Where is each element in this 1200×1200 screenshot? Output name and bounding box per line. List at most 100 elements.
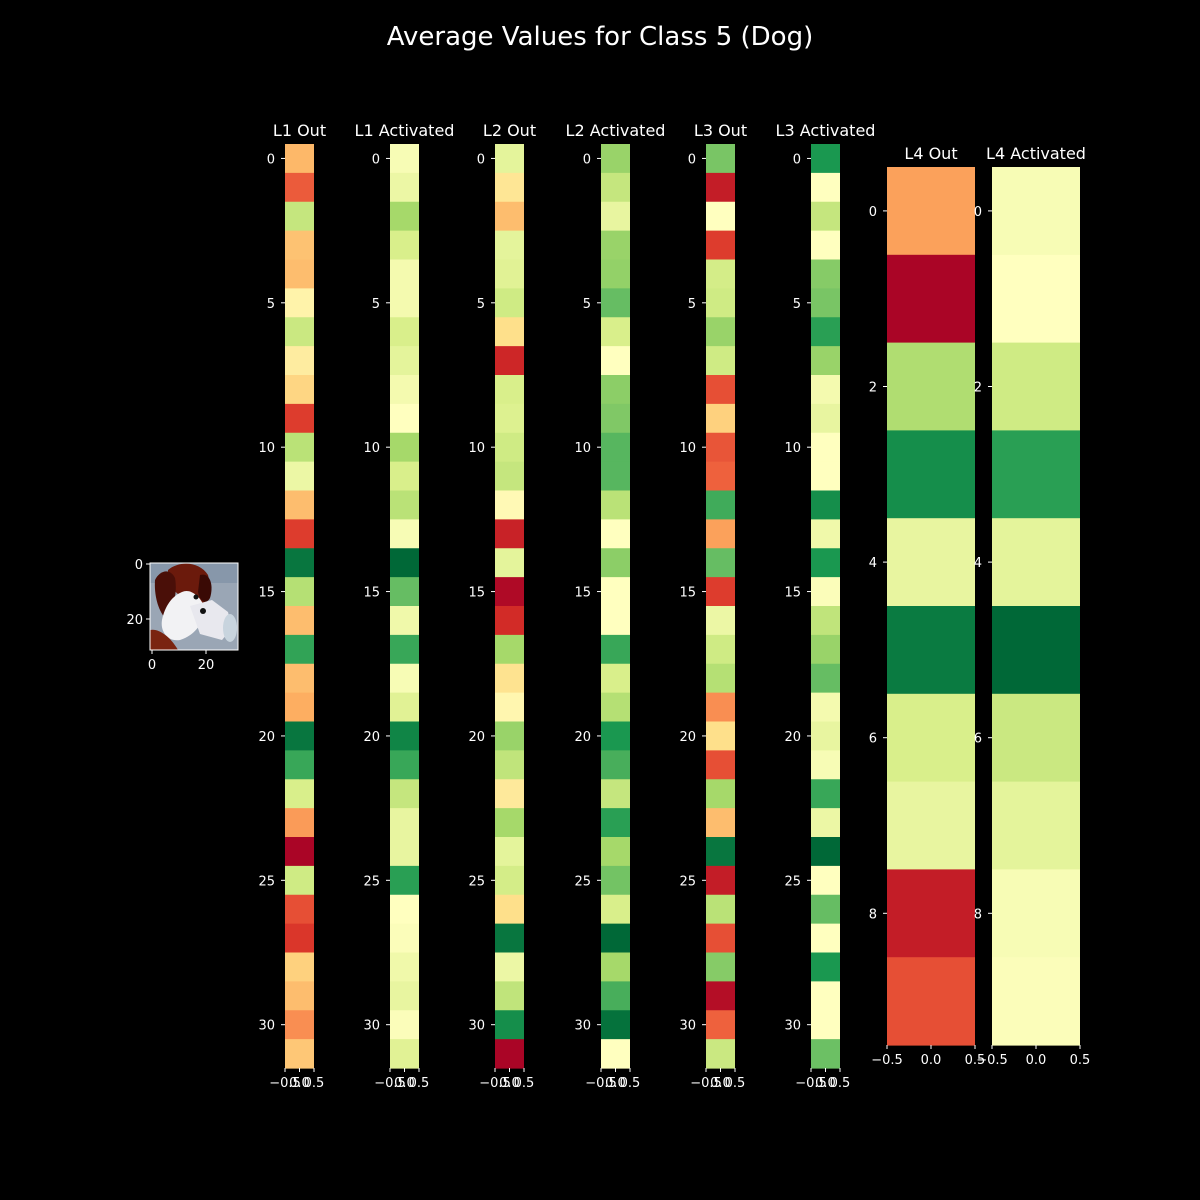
x-tick-label: 0.0: [921, 1053, 942, 1068]
y-tick-label: 30: [574, 1019, 591, 1034]
heatmap-cell: [390, 721, 419, 751]
heatmap-cell: [285, 721, 314, 751]
heatmap-cell: [992, 869, 1080, 958]
heatmap-cell: [285, 808, 314, 838]
heatmap-cell: [285, 230, 314, 261]
heatmap-cell: [601, 1039, 630, 1069]
heatmap-cell: [285, 548, 314, 578]
input-image-frame: [149, 562, 239, 651]
heatmap-cell: [601, 403, 630, 434]
heatmap-cell: [390, 779, 419, 809]
heatmap-cell: [887, 781, 975, 870]
heatmap-cell: [285, 1039, 314, 1069]
heatmap-cell: [390, 432, 419, 463]
heatmap-cell: [390, 490, 419, 520]
heatmap-cell: [495, 865, 524, 896]
panel-title: L2 Out: [483, 121, 536, 140]
heatmap-cell: [285, 346, 314, 376]
y-tick-label: 25: [679, 874, 696, 889]
heatmap-cell: [390, 981, 419, 1011]
heatmap-cell: [495, 172, 524, 203]
y-tick-label: 30: [258, 1019, 275, 1034]
y-tick-label: 2: [869, 381, 877, 396]
heatmap-cell: [285, 837, 314, 867]
heatmap-cell: [811, 548, 840, 578]
y-tick-label: 20: [363, 730, 380, 745]
x-tick-label: −0.5: [976, 1053, 1008, 1068]
heatmap-cell: [887, 254, 975, 344]
heatmap-cell: [285, 894, 314, 925]
heatmap-cell: [495, 808, 524, 838]
heatmap-cell: [285, 461, 314, 492]
heatmap-cell: [887, 518, 975, 607]
heatmap-cell: [811, 894, 840, 925]
y-tick-label: 8: [974, 907, 982, 922]
x-tick-label: 0.5: [514, 1076, 535, 1091]
heatmap-cell: [495, 923, 524, 954]
heatmap-cell: [390, 403, 419, 434]
heatmap-cell: [601, 230, 630, 261]
heatmap-panel: L2 Out 0 5 10 15 20 25 30 −0.50.00.5: [468, 121, 536, 1091]
heatmap-cell: [495, 981, 524, 1011]
heatmap-cell: [495, 1010, 524, 1040]
heatmap-cell: [811, 144, 840, 174]
y-tick-label: 15: [574, 586, 591, 601]
heatmap-cell: [495, 1039, 524, 1069]
heatmap-cell: [601, 894, 630, 925]
heatmap-cell: [390, 894, 419, 925]
heatmap-cell: [390, 865, 419, 896]
y-tick-label: 15: [679, 586, 696, 601]
heatmap-cell: [495, 144, 524, 174]
heatmap-cell: [495, 894, 524, 925]
x-tick-label: −0.5: [690, 1076, 722, 1091]
y-tick-label: 20: [468, 730, 485, 745]
heatmap-cell: [811, 317, 840, 347]
heatmap-cell: [887, 869, 975, 958]
heatmap-cell: [811, 606, 840, 636]
heatmap-cell: [811, 432, 840, 463]
y-tick-label: 25: [363, 874, 380, 889]
heatmap-cell: [706, 808, 735, 838]
heatmap-cell: [811, 952, 840, 982]
panel-title: L1 Out: [273, 121, 326, 140]
x-tick-label: 0.5: [1070, 1053, 1091, 1068]
heatmap-cell: [390, 837, 419, 867]
heatmap-cell: [495, 403, 524, 434]
y-tick-label: 0: [869, 205, 877, 220]
heatmap-cell: [285, 201, 314, 232]
x-tick-label: 0.0: [499, 1076, 520, 1091]
heatmap-cell: [706, 606, 735, 636]
heatmap-cell: [887, 430, 975, 519]
y-tick-label: 4: [869, 556, 877, 571]
heatmap-cell: [992, 342, 1080, 431]
heatmap-cell: [887, 342, 975, 431]
heatmap-cell: [495, 432, 524, 463]
heatmap-cell: [811, 375, 840, 405]
heatmap-cell: [811, 490, 840, 520]
heatmap-cell: [390, 577, 419, 607]
y-tick-label: 5: [583, 297, 591, 312]
heatmap-cell: [390, 259, 419, 289]
y-tick-label: 0: [688, 152, 696, 167]
heatmap-cell: [390, 144, 419, 174]
heatmap-cell: [285, 490, 314, 520]
y-tick-label: 5: [688, 297, 696, 312]
heatmap-cell: [495, 779, 524, 809]
heatmap-cell: [495, 346, 524, 376]
heatmap-cell: [811, 981, 840, 1011]
y-tick-label: 30: [679, 1019, 696, 1034]
y-tick-label: 10: [679, 441, 696, 456]
heatmap-cell: [495, 201, 524, 232]
y-tick-label: 20: [574, 730, 591, 745]
heatmap-cell: [285, 432, 314, 463]
heatmap-cell: [601, 201, 630, 232]
heatmap-cell: [390, 288, 419, 318]
dog-thumbnail: [150, 563, 238, 650]
heatmap-cell: [390, 548, 419, 578]
x-tick-label: 0.5: [725, 1076, 746, 1091]
heatmap-cell: [811, 201, 840, 232]
heatmap-cell: [706, 144, 735, 174]
heatmap-cell: [601, 779, 630, 809]
heatmap-cell: [390, 634, 419, 665]
heatmap-cell: [811, 779, 840, 809]
